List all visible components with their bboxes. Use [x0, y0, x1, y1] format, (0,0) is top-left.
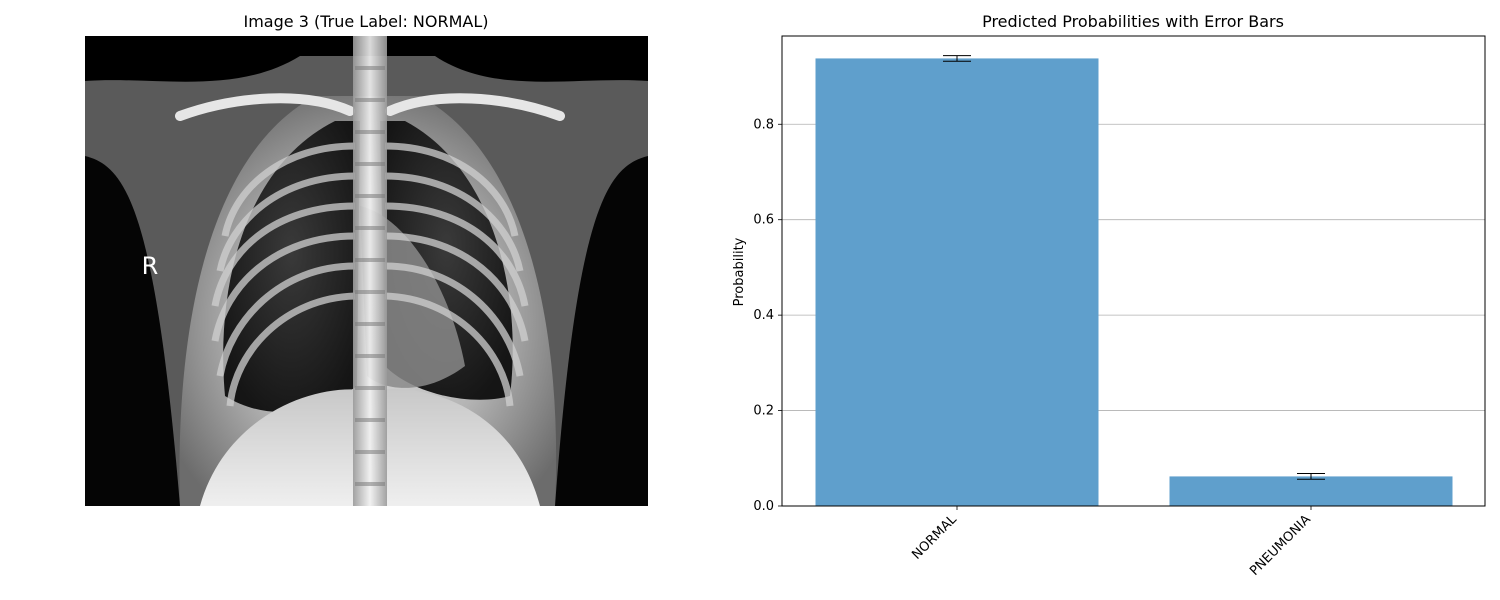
- y-tick-label: 0.8: [753, 117, 774, 132]
- error-bars: [943, 55, 1325, 480]
- bar: [1169, 476, 1453, 506]
- y-tick-label: 0.2: [753, 404, 774, 419]
- image-title: Image 3 (True Label: NORMAL): [243, 12, 489, 31]
- x-tick-label: PNEUMONIA: [1247, 512, 1314, 579]
- y-tick-label: 0.0: [753, 499, 774, 514]
- xray-illustration: R: [85, 36, 648, 506]
- y-tick-label: 0.6: [753, 213, 774, 228]
- y-tick-label: 0.4: [753, 308, 774, 323]
- chest-xray-image: R: [85, 36, 648, 506]
- plot-frame: [781, 35, 1486, 507]
- xray-side-marker: R: [142, 252, 159, 280]
- x-tick-label: NORMAL: [909, 512, 960, 563]
- axes: [778, 35, 1486, 510]
- bars: [815, 58, 1453, 507]
- bar: [815, 58, 1099, 507]
- y-axis-label: Probability: [732, 237, 747, 306]
- chart-title: Predicted Probabilities with Error Bars: [982, 12, 1284, 31]
